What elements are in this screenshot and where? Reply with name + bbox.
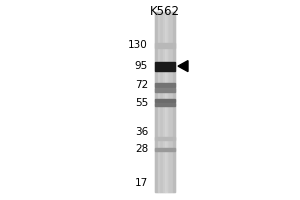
Bar — [155, 83, 175, 87]
Bar — [155, 148, 175, 151]
Text: 28: 28 — [135, 144, 148, 154]
Text: 130: 130 — [128, 40, 148, 50]
Bar — [163, 12, 165, 192]
Bar — [155, 62, 175, 71]
Bar — [165, 12, 167, 192]
Bar — [172, 12, 175, 192]
Bar — [155, 88, 175, 92]
Bar — [155, 137, 175, 140]
Bar — [167, 12, 170, 192]
Text: 17: 17 — [135, 178, 148, 188]
Bar — [155, 103, 175, 106]
Bar — [160, 12, 163, 192]
Text: 95: 95 — [135, 61, 148, 71]
Bar — [170, 12, 172, 192]
Text: 55: 55 — [135, 98, 148, 108]
Bar — [155, 99, 175, 102]
Text: 72: 72 — [135, 80, 148, 90]
Bar — [155, 43, 175, 48]
Bar — [158, 12, 160, 192]
Polygon shape — [178, 61, 188, 72]
Bar — [155, 12, 175, 192]
Text: K562: K562 — [150, 5, 180, 18]
Text: 36: 36 — [135, 127, 148, 137]
Bar — [155, 12, 158, 192]
